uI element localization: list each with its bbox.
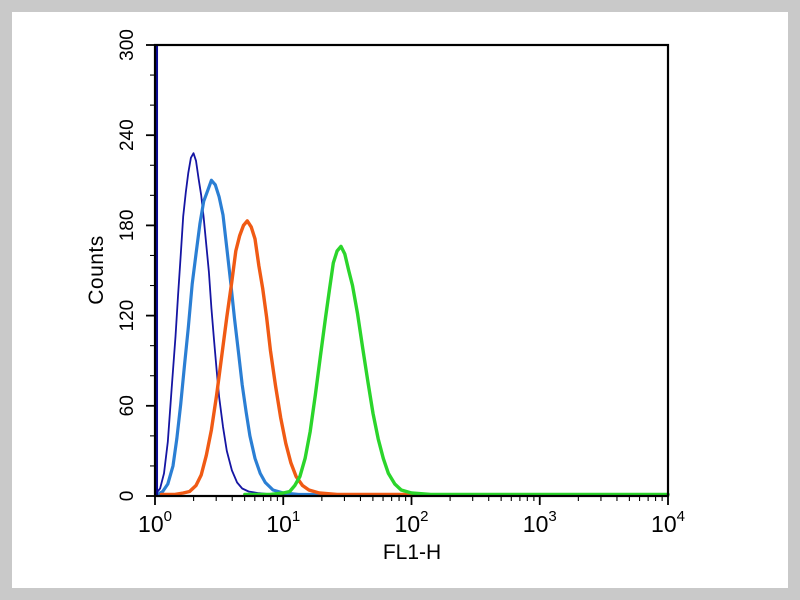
series-dark-blue-peak-curve [154, 152, 323, 496]
y-axis-ticks [146, 44, 155, 497]
figure-panel [12, 12, 788, 588]
x-axis-label: FL1-H [382, 541, 442, 564]
y-tick-label: 180 [117, 210, 138, 242]
y-tick-labels: 0 60 120 180 240 300 [117, 29, 138, 501]
x-tick-labels: 100 101 102 103 104 [138, 508, 685, 537]
series-green-peak-curve [243, 244, 670, 497]
y-tick-label: 120 [117, 300, 138, 332]
x-tick-label: 101 [266, 508, 300, 537]
series-light-blue-peak-curve [156, 178, 324, 497]
y-axis-label: Counts [85, 235, 108, 305]
series-group [154, 152, 670, 497]
x-tick-label: 102 [395, 508, 429, 537]
x-tick-label: 104 [651, 508, 685, 537]
x-tick-label: 103 [523, 508, 557, 537]
x-axis-ticks [154, 496, 669, 505]
y-tick-label: 60 [117, 395, 138, 416]
y-tick-label: 240 [117, 119, 138, 151]
y-tick-label: 300 [117, 29, 138, 61]
x-tick-label: 100 [138, 508, 172, 537]
series-orange-peak-curve [159, 219, 426, 497]
y-tick-label: 0 [117, 491, 138, 502]
